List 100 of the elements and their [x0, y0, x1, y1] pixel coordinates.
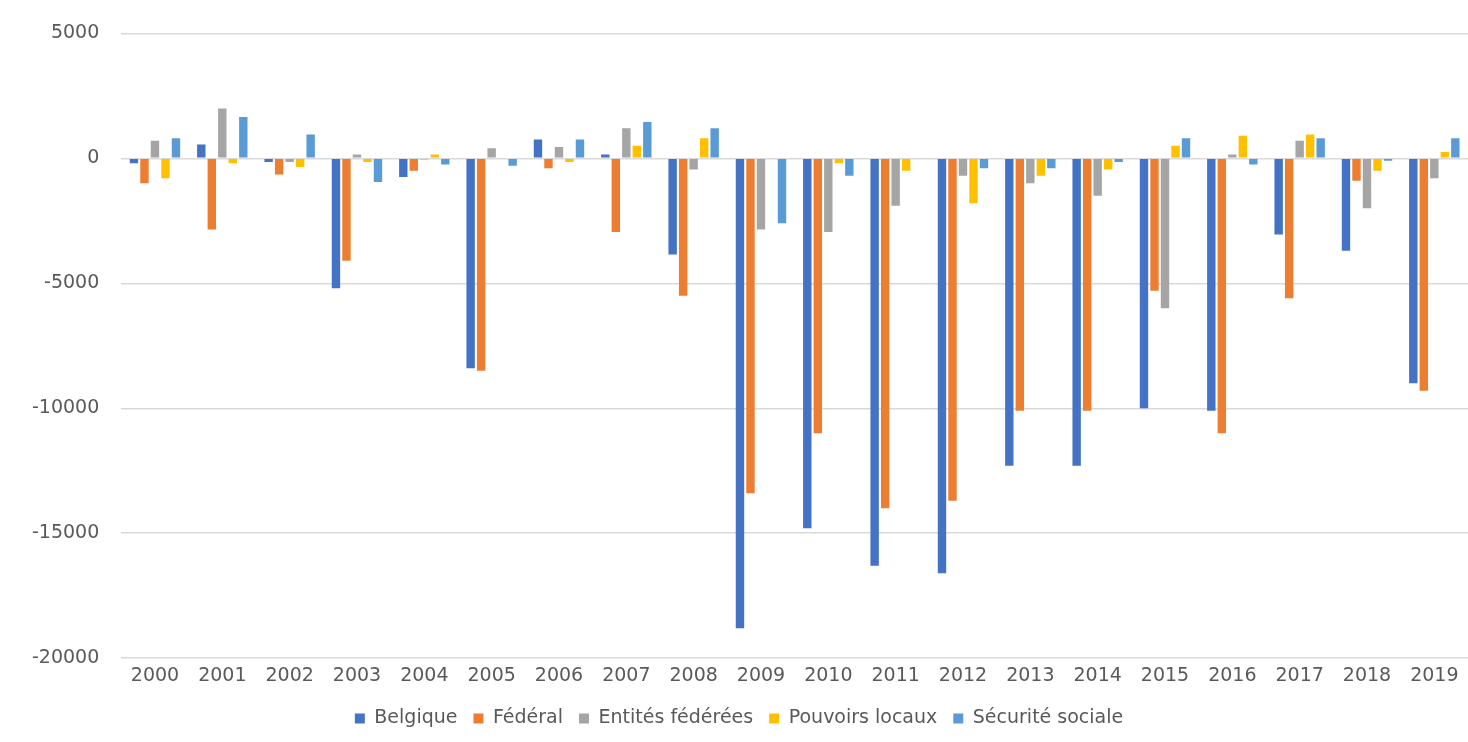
bar: [1341, 159, 1351, 251]
x-tick-label: 2014: [1073, 662, 1122, 685]
legend-label: Fédéral: [492, 705, 564, 728]
bar: [824, 159, 833, 233]
bar: [1295, 140, 1304, 158]
x-tick-label: 2006: [534, 662, 584, 685]
bar: [803, 159, 812, 529]
legend-label: Entités fédérées: [598, 705, 754, 728]
bar: [948, 159, 957, 501]
bar: [554, 147, 564, 158]
bar: [1217, 159, 1227, 434]
bar: [1373, 159, 1382, 171]
bar: [1181, 138, 1191, 158]
x-tick-label: 2004: [400, 662, 449, 685]
bar: [430, 154, 440, 158]
bar: [295, 159, 305, 168]
bar: [171, 138, 181, 158]
bar: [735, 159, 745, 629]
bar: [575, 139, 585, 158]
legend-label: Belgique: [374, 705, 458, 728]
bar: [710, 128, 719, 158]
bar: [161, 159, 170, 179]
bar: [1160, 159, 1170, 309]
bar: [813, 159, 823, 434]
bar: [1362, 159, 1372, 209]
bar: [777, 159, 787, 224]
x-tick-label: 2005: [467, 662, 516, 685]
bar: [1015, 159, 1025, 411]
bar: [1409, 159, 1418, 384]
x-tick-label: 2008: [669, 662, 718, 685]
bar: [441, 159, 450, 165]
bar: [264, 159, 273, 163]
x-tick-label: 2017: [1275, 662, 1324, 685]
x-tick-label: 2012: [938, 662, 988, 685]
bar: [601, 154, 610, 158]
bar: [689, 159, 698, 170]
bar: [1082, 159, 1092, 411]
bar: [901, 159, 911, 171]
bar: [979, 159, 989, 169]
x-tick-label: 2001: [198, 662, 247, 685]
bar: [150, 140, 160, 158]
bar: [508, 159, 517, 166]
bar: [1238, 135, 1248, 158]
x-tick-label: 2013: [1006, 662, 1055, 685]
x-tick-label: 2007: [602, 662, 651, 685]
x-tick-label: 2010: [804, 662, 853, 685]
x-tick-label: 2002: [265, 662, 314, 685]
x-tick-label: 2018: [1342, 662, 1392, 685]
y-tick-label: -20000: [31, 645, 100, 668]
y-tick-label: -5000: [44, 270, 100, 293]
bar: [476, 159, 486, 371]
bar: [533, 139, 543, 158]
bar: [643, 122, 652, 158]
bar: [870, 159, 879, 566]
bar: [1440, 152, 1450, 158]
bar: [399, 159, 408, 178]
bar: [746, 159, 755, 494]
y-tick-label: 5000: [50, 20, 100, 43]
bar: [1430, 159, 1439, 179]
y-tick-label: -15000: [31, 520, 100, 543]
x-tick-label: 2019: [1410, 662, 1459, 685]
bar: [1114, 159, 1123, 163]
y-tick-label: 0: [87, 145, 100, 168]
bar: [409, 159, 418, 171]
bar: [622, 128, 631, 158]
x-tick-label: 2015: [1140, 662, 1190, 685]
bar: [756, 159, 766, 230]
bar: [969, 159, 978, 204]
bar: [1150, 159, 1159, 291]
x-tick-label: 2000: [130, 662, 180, 685]
x-tick-label: 2011: [871, 662, 920, 685]
legend-label: Sécurité sociale: [972, 705, 1124, 728]
y-tick-label: -10000: [31, 395, 100, 418]
bar: [140, 159, 149, 184]
bar: [1036, 159, 1046, 176]
bar: [207, 159, 216, 230]
bar: [1093, 159, 1102, 196]
bar: [306, 134, 315, 158]
bar: [1171, 145, 1180, 158]
bar: [1284, 159, 1294, 299]
bar: [668, 159, 677, 255]
bar: [466, 159, 475, 369]
bar: [1139, 159, 1149, 409]
bar: [565, 159, 574, 163]
bar: [611, 159, 621, 233]
bar: [218, 108, 227, 158]
bar: [1249, 159, 1258, 165]
bar: [1072, 159, 1081, 466]
bar: [1352, 159, 1361, 181]
bar: [1228, 154, 1237, 158]
bar: [1047, 159, 1056, 169]
bar: [1103, 159, 1113, 170]
bar: [352, 154, 362, 158]
bar: [331, 159, 341, 289]
bar: [544, 159, 553, 169]
bar: [1419, 159, 1429, 391]
bar: [1207, 159, 1216, 411]
bar: [1005, 159, 1014, 466]
bar: [1305, 134, 1315, 158]
bar: [373, 159, 383, 183]
